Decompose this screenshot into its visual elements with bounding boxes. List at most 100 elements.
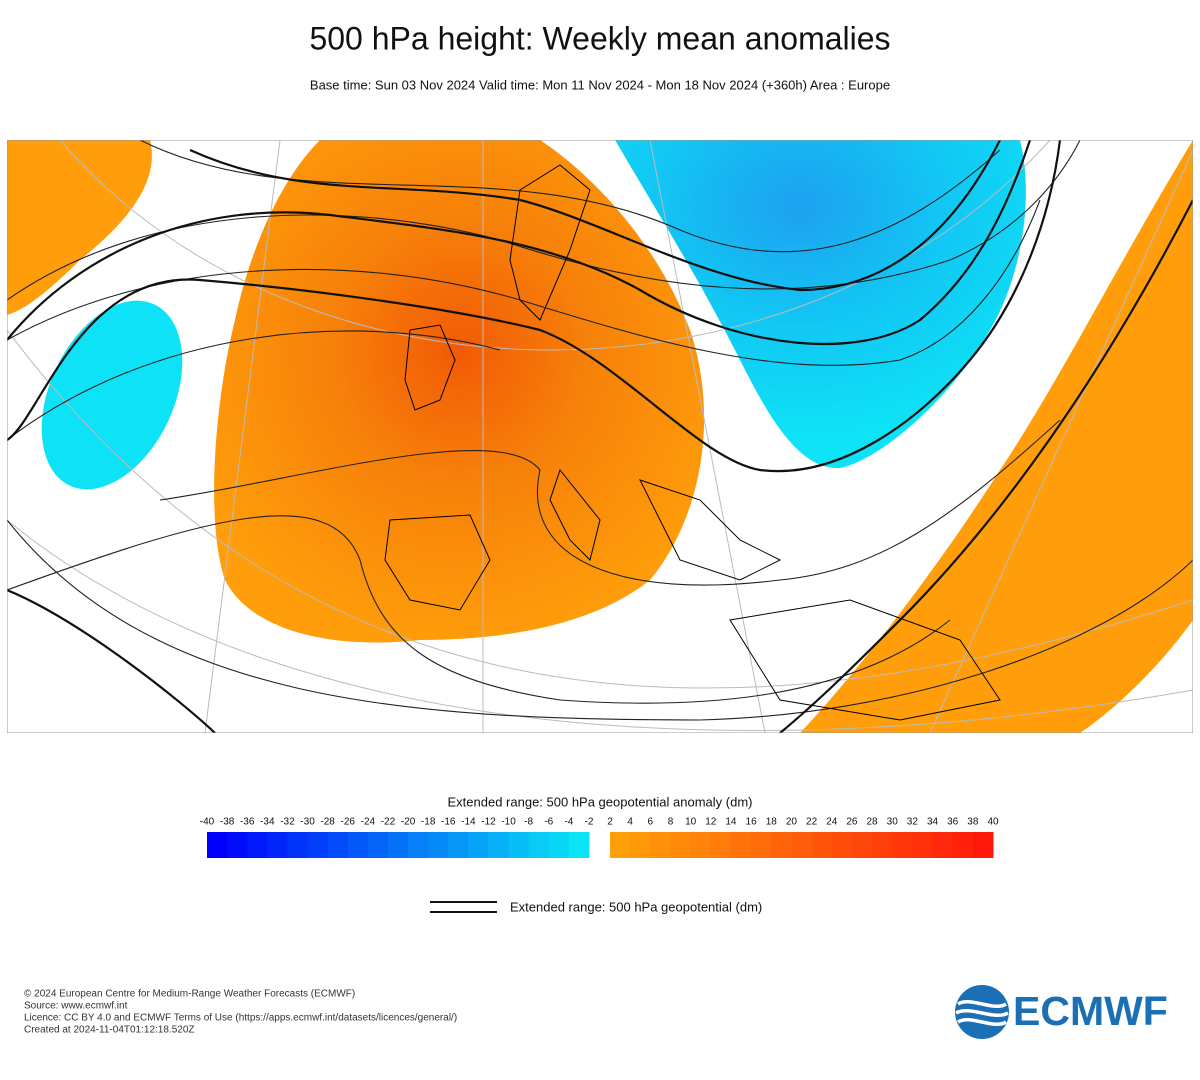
colorbar-tick-label: -14 <box>461 817 476 828</box>
colorbar-segment <box>791 832 813 858</box>
colorbar-segment <box>488 832 510 858</box>
logo: ECMWF <box>955 985 1168 1039</box>
colorbar-segment <box>650 832 671 858</box>
colorbar-tick-label: 16 <box>746 817 758 828</box>
colorbar-segment <box>327 832 349 858</box>
colorbar-tick-label: -32 <box>280 817 295 828</box>
colorbar-segment <box>528 832 550 858</box>
legend-label: Extended range: 500 hPa geopotential (dm… <box>510 899 762 914</box>
colorbar-segment <box>548 832 570 858</box>
colorbar-segment <box>872 832 893 858</box>
colorbar-segment <box>367 832 389 858</box>
colorbar-tick-label: 40 <box>987 817 999 828</box>
colorbar-tick-label: 8 <box>668 817 674 828</box>
colorbar-tick-label: 14 <box>725 817 737 828</box>
colorbar-tick-label: -2 <box>585 817 594 828</box>
colorbar-segment <box>408 832 429 858</box>
footer-line: © 2024 European Centre for Medium-Range … <box>24 989 355 1000</box>
colorbar-segment <box>227 832 248 858</box>
colorbar-tick-label: -4 <box>564 817 573 828</box>
colorbar-segment <box>851 832 873 858</box>
colorbar-tick-label: -38 <box>220 817 235 828</box>
colorbar-tick-label: 4 <box>627 817 633 828</box>
colorbar-segment <box>751 832 772 858</box>
colorbar-tick-label: 22 <box>806 817 818 828</box>
graticule <box>7 140 1193 733</box>
colorbar-tick-label: 6 <box>648 817 654 828</box>
footer-line: Created at 2024-11-04T01:12:18.520Z <box>24 1025 195 1036</box>
colorbar-segment <box>568 832 590 858</box>
colorbar-segment <box>287 832 309 858</box>
colorbar-segment <box>448 832 469 858</box>
colorbar-segment <box>690 832 712 858</box>
colorbar-tick-label: -28 <box>320 817 335 828</box>
colorbar-tick-label: -40 <box>200 817 215 828</box>
colorbar-segment <box>428 832 449 858</box>
colorbar-tick-label: 28 <box>866 817 878 828</box>
colorbar-segment <box>670 832 692 858</box>
colorbar-tick-label: -24 <box>361 817 376 828</box>
map <box>7 140 1193 733</box>
colorbar-tick-label: 36 <box>947 817 959 828</box>
colorbar-segment <box>932 832 954 858</box>
colorbar-tick-label: -36 <box>240 817 255 828</box>
title: 500 hPa height: Weekly mean anomalies <box>309 20 890 56</box>
colorbar-tick-label: -26 <box>341 817 356 828</box>
colorbar-tick-label: -30 <box>300 817 315 828</box>
colorbar-tick-label: -8 <box>524 817 533 828</box>
colorbar-segment <box>267 832 288 858</box>
geopotential-contours-bold <box>7 140 1193 733</box>
colorbar-tick-label: 12 <box>705 817 717 828</box>
colorbar-segment <box>387 832 409 858</box>
colorbar-tick-label: 24 <box>826 817 838 828</box>
colorbar-tick-label: 2 <box>607 817 613 828</box>
colorbar-segment <box>811 832 833 858</box>
colorbar-tick-label: -16 <box>441 817 456 828</box>
colorbar-tick-label: -22 <box>381 817 396 828</box>
colorbar-segment <box>207 832 228 858</box>
logo-text: ECMWF <box>1013 988 1168 1034</box>
colorbar-segment <box>468 832 489 858</box>
colorbar-segment <box>730 832 752 858</box>
positive-anomaly <box>7 140 152 315</box>
colorbar-tick-label: 10 <box>685 817 697 828</box>
colorbar-segment <box>610 832 631 858</box>
colorbar-tick-label: 38 <box>967 817 979 828</box>
coastlines <box>384 164 1001 721</box>
colorbar-title: Extended range: 500 hPa geopotential ano… <box>448 794 753 809</box>
colorbar-tick-label: -12 <box>481 817 496 828</box>
colorbar-segment <box>892 832 913 858</box>
colorbar: -40 -38 -36 -34 -32 -30 -28 -26 -24 -22 -20 -18 -16-… <box>200 817 999 858</box>
colorbar-segment <box>630 832 651 858</box>
colorbar-tick-label: 18 <box>766 817 778 828</box>
colorbar-tick-label: 30 <box>887 817 899 828</box>
colorbar-segment <box>247 832 268 858</box>
negative-anomaly <box>615 140 1026 469</box>
colorbar-tick-label: -6 <box>544 817 553 828</box>
colorbar-tick-label: -20 <box>401 817 416 828</box>
footer-line: Source: www.ecmwf.int <box>24 1001 128 1012</box>
colorbar-tick-label: 34 <box>927 817 939 828</box>
colorbar-segment <box>771 832 792 858</box>
colorbar-segment <box>952 832 974 858</box>
colorbar-segment <box>972 832 994 858</box>
positive-anomaly <box>800 140 1193 733</box>
colorbar-segment <box>912 832 934 858</box>
footer-line: Licence: CC BY 4.0 and ECMWF Terms of Us… <box>24 1013 457 1024</box>
colorbar-segment <box>508 832 530 858</box>
colorbar-tick-label: 26 <box>846 817 858 828</box>
colorbar-segment <box>307 832 329 858</box>
colorbar-tick-label: -10 <box>501 817 516 828</box>
colorbar-tick-label: 20 <box>786 817 798 828</box>
colorbar-tick-label: -34 <box>260 817 275 828</box>
colorbar-segment <box>831 832 853 858</box>
positive-anomaly <box>214 140 705 643</box>
colorbar-segment <box>710 832 732 858</box>
subtitle: Base time: Sun 03 Nov 2024 Valid time: M… <box>310 77 890 92</box>
colorbar-tick-label: -18 <box>421 817 436 828</box>
colorbar-segment <box>347 832 369 858</box>
negative-anomaly <box>41 300 183 490</box>
colorbar-tick-label: 32 <box>907 817 919 828</box>
